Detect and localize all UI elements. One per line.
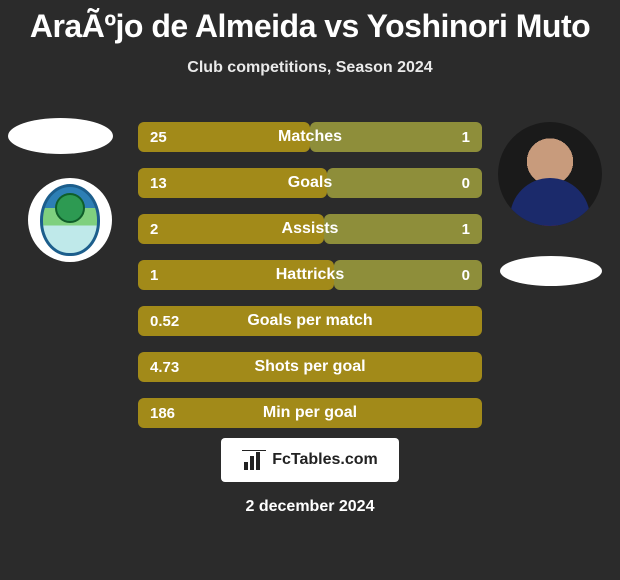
player-right-avatar-placeholder	[500, 256, 602, 286]
page-title: AraÃºjo de Almeida vs Yoshinori Muto	[0, 0, 620, 45]
bar-label: Min per goal	[138, 404, 482, 422]
stat-bar: 25Matches1	[138, 122, 482, 152]
bar-label: Shots per goal	[138, 358, 482, 376]
player-left-avatar-placeholder	[8, 118, 113, 154]
date-label: 2 december 2024	[0, 498, 620, 516]
bar-label: Hattricks	[138, 266, 482, 284]
logo-text: FcTables.com	[272, 451, 378, 469]
stat-bar: 4.73Shots per goal	[138, 352, 482, 382]
stat-bar: 13Goals0	[138, 168, 482, 198]
stat-bar: 1Hattricks0	[138, 260, 482, 290]
stats-bars: 25Matches113Goals02Assists11Hattricks00.…	[138, 122, 482, 444]
player-right-photo	[498, 122, 602, 226]
fctables-logo: FcTables.com	[221, 438, 399, 482]
bar-right-value: 0	[462, 175, 470, 192]
bar-label: Goals	[138, 174, 482, 192]
bar-label: Matches	[138, 128, 482, 146]
club-crest-icon	[40, 184, 100, 256]
stat-bar: 186Min per goal	[138, 398, 482, 428]
bar-right-value: 0	[462, 267, 470, 284]
jersey-stripe	[542, 182, 558, 226]
bar-right-value: 1	[462, 129, 470, 146]
bar-label: Assists	[138, 220, 482, 238]
player-left-crest	[28, 178, 112, 262]
stat-bar: 2Assists1	[138, 214, 482, 244]
bar-chart-icon	[242, 450, 266, 470]
subtitle: Club competitions, Season 2024	[0, 59, 620, 77]
bar-right-value: 1	[462, 221, 470, 238]
stat-bar: 0.52Goals per match	[138, 306, 482, 336]
bar-label: Goals per match	[138, 312, 482, 330]
